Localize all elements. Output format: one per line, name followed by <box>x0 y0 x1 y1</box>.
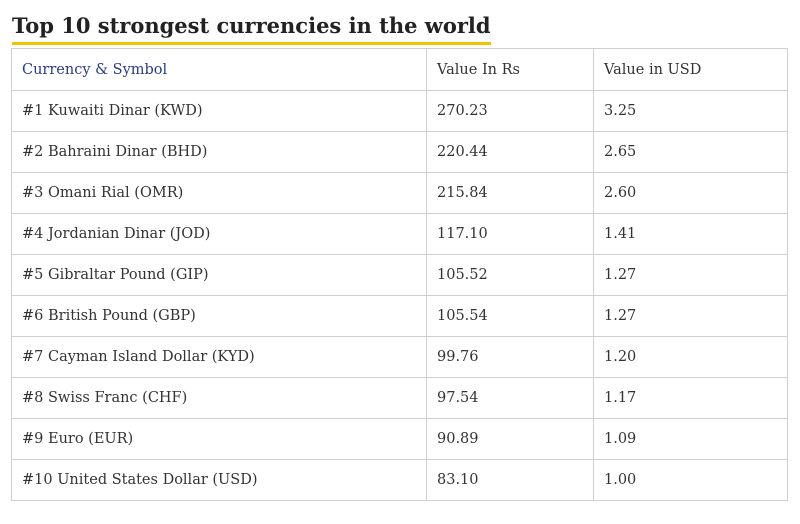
table-row: #4 Jordanian Dinar (JOD) 117.10 1.41 <box>11 213 788 255</box>
cell-value-rs: 83.10 <box>426 459 594 501</box>
table-row: #10 United States Dollar (USD) 83.10 1.0… <box>11 459 788 501</box>
cell-currency: #4 Jordanian Dinar (JOD) <box>11 213 427 255</box>
table-row: #9 Euro (EUR) 90.89 1.09 <box>11 418 788 460</box>
cell-currency: #8 Swiss Franc (CHF) <box>11 377 427 419</box>
cell-currency: #7 Cayman Island Dollar (KYD) <box>11 336 427 378</box>
cell-value-usd: 1.00 <box>593 459 788 501</box>
table-row: #7 Cayman Island Dollar (KYD) 99.76 1.20 <box>11 336 788 378</box>
cell-value-rs: 215.84 <box>426 172 594 214</box>
table-row: #5 Gibraltar Pound (GIP) 105.52 1.27 <box>11 254 788 296</box>
currency-table: Currency & Symbol Value In Rs Value in U… <box>11 48 788 501</box>
cell-value-rs: 117.10 <box>426 213 594 255</box>
cell-value-usd: 2.65 <box>593 131 788 173</box>
table-row: #3 Omani Rial (OMR) 215.84 2.60 <box>11 172 788 214</box>
cell-currency: #6 British Pound (GBP) <box>11 295 427 337</box>
column-header-value-rs: Value In Rs <box>426 48 594 91</box>
cell-currency: #10 United States Dollar (USD) <box>11 459 427 501</box>
cell-value-usd: 3.25 <box>593 90 788 132</box>
cell-currency: #2 Bahraini Dinar (BHD) <box>11 131 427 173</box>
cell-currency: #1 Kuwaiti Dinar (KWD) <box>11 90 427 132</box>
page-title: Top 10 strongest currencies in the world <box>12 13 491 38</box>
cell-value-usd: 2.60 <box>593 172 788 214</box>
cell-value-rs: 99.76 <box>426 336 594 378</box>
cell-currency: #5 Gibraltar Pound (GIP) <box>11 254 427 296</box>
cell-value-rs: 90.89 <box>426 418 594 460</box>
cell-value-rs: 105.54 <box>426 295 594 337</box>
column-header-currency: Currency & Symbol <box>11 48 427 91</box>
cell-value-usd: 1.27 <box>593 295 788 337</box>
cell-value-usd: 1.17 <box>593 377 788 419</box>
cell-value-usd: 1.09 <box>593 418 788 460</box>
cell-value-usd: 1.20 <box>593 336 788 378</box>
cell-value-rs: 105.52 <box>426 254 594 296</box>
table-header-row: Currency & Symbol Value In Rs Value in U… <box>11 48 788 91</box>
cell-currency: #9 Euro (EUR) <box>11 418 427 460</box>
title-block: Top 10 strongest currencies in the world <box>12 12 491 45</box>
cell-currency: #3 Omani Rial (OMR) <box>11 172 427 214</box>
table-row: #1 Kuwaiti Dinar (KWD) 270.23 3.25 <box>11 90 788 132</box>
cell-value-rs: 97.54 <box>426 377 594 419</box>
table-row: #6 British Pound (GBP) 105.54 1.27 <box>11 295 788 337</box>
cell-value-rs: 220.44 <box>426 131 594 173</box>
cell-value-usd: 1.27 <box>593 254 788 296</box>
column-header-value-usd: Value in USD <box>593 48 788 91</box>
cell-value-usd: 1.41 <box>593 213 788 255</box>
cell-value-rs: 270.23 <box>426 90 594 132</box>
table-row: #2 Bahraini Dinar (BHD) 220.44 2.65 <box>11 131 788 173</box>
title-underline <box>12 42 491 45</box>
table-row: #8 Swiss Franc (CHF) 97.54 1.17 <box>11 377 788 419</box>
